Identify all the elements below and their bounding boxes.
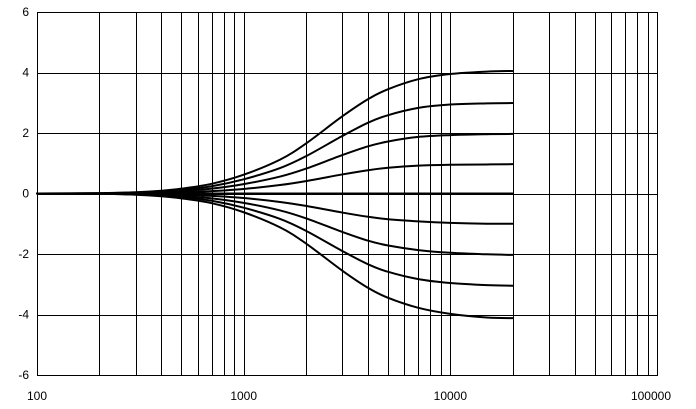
x-tick-label-0: 100: [27, 389, 47, 403]
x-tick-label-1: 1000: [230, 389, 257, 403]
y-tick-label-6: -6: [18, 368, 29, 382]
y-tick-label-1: 4: [22, 66, 29, 80]
x-tick-label-3: 100000: [631, 389, 671, 403]
y-tick-label-2: 2: [22, 126, 29, 140]
y-tick-label-4: -2: [18, 247, 29, 261]
x-tick-label-2: 10000: [434, 389, 468, 403]
y-axis-tick-labels: 6 4 2 0 -2 -4 -6: [18, 5, 29, 382]
y-tick-label-0: 6: [22, 5, 29, 19]
y-tick-label-5: -4: [18, 308, 29, 322]
series-line-9: [36, 192, 514, 320]
x-axis-tick-labels: 100 1000 10000 100000: [27, 389, 671, 403]
series-lines: [36, 69, 514, 320]
y-tick-label-3: 0: [22, 187, 29, 201]
